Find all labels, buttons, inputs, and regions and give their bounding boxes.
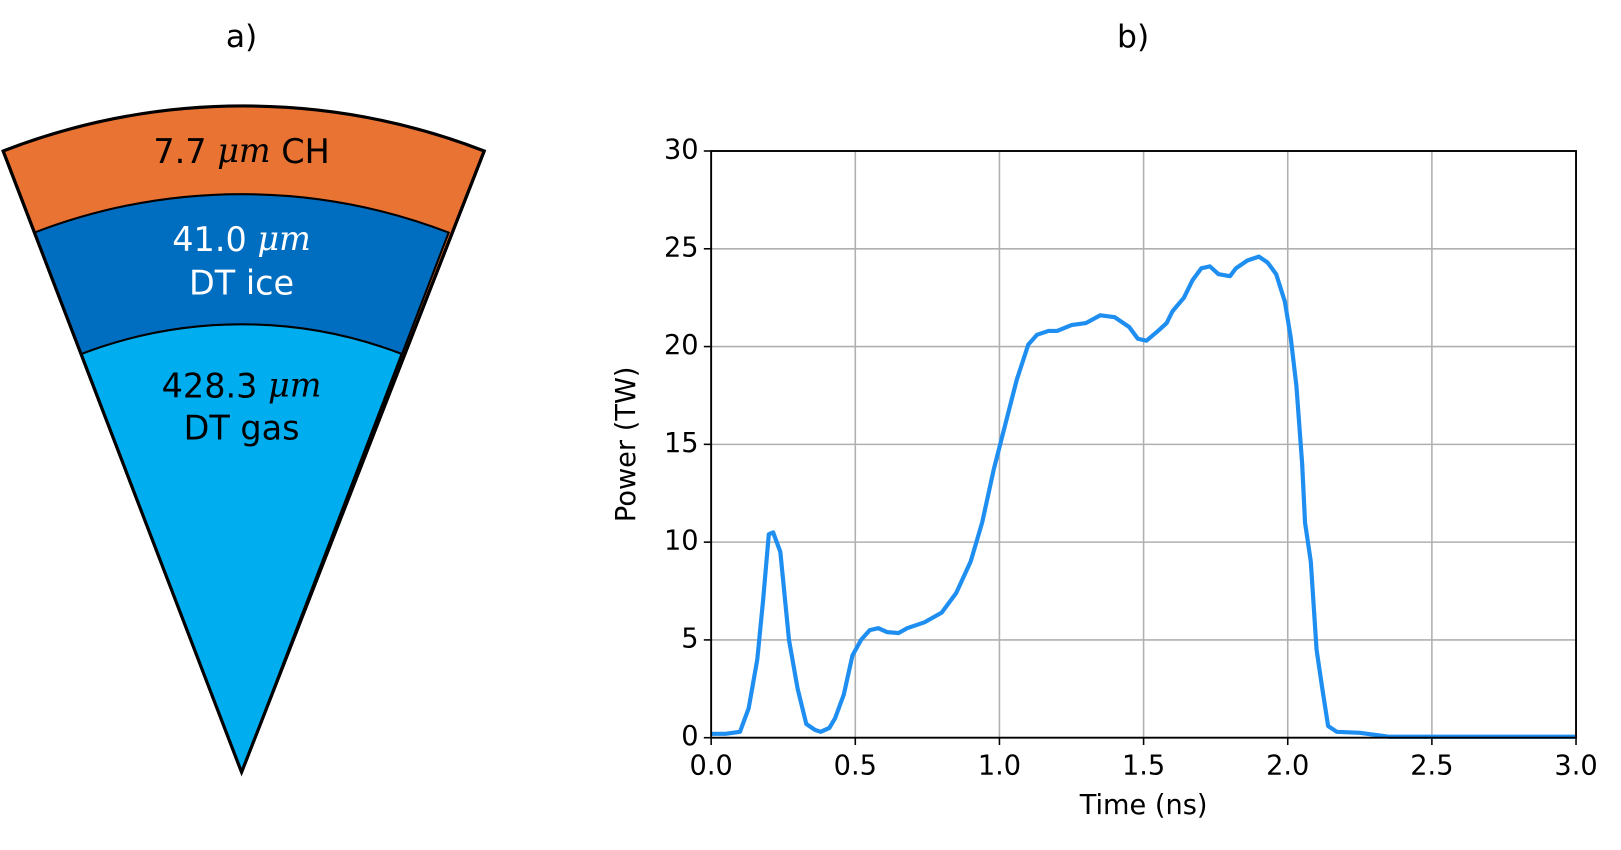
layer-label: 41.0 μm [172,219,311,259]
x-tick-label: 0.0 [690,750,733,781]
y-tick-label: 20 [664,330,699,361]
x-tick-label: 1.0 [978,750,1021,781]
y-tick-label: 25 [664,232,699,263]
y-tick-label: 15 [664,428,699,459]
wedge-edge [1,150,486,773]
y-tick-label: 0 [681,721,698,752]
x-tick-label: 1.5 [1122,750,1165,781]
unit: μm [217,131,270,170]
y-tick-label: 5 [681,623,698,654]
thickness: 41.0 [172,219,247,258]
thickness: 428.3 [162,366,258,405]
y-axis-label: Power (TW) [611,367,642,523]
material: CH [281,132,330,171]
x-tick-label: 2.0 [1266,750,1309,781]
x-axis-label: Time (ns) [1079,790,1208,821]
y-tick-label: 30 [664,134,699,165]
layer-gas [80,323,403,776]
plot-frame [710,150,1577,739]
layer-label: 7.7 μm CH [153,131,329,171]
unit: μm [268,365,321,404]
material: DT gas [184,409,300,448]
panel-title: b) [1117,19,1149,55]
thickness: 7.7 [153,132,206,171]
unit: μm [257,219,310,258]
x-tick-label: 3.0 [1554,750,1597,781]
layer-label: 428.3 μm [162,365,322,405]
y-tick-label: 10 [664,526,699,557]
x-tick-label: 0.5 [834,750,877,781]
panel-title: a) [226,19,257,55]
material: DT ice [189,263,294,302]
x-tick-label: 2.5 [1410,750,1453,781]
data-line [711,254,1577,739]
